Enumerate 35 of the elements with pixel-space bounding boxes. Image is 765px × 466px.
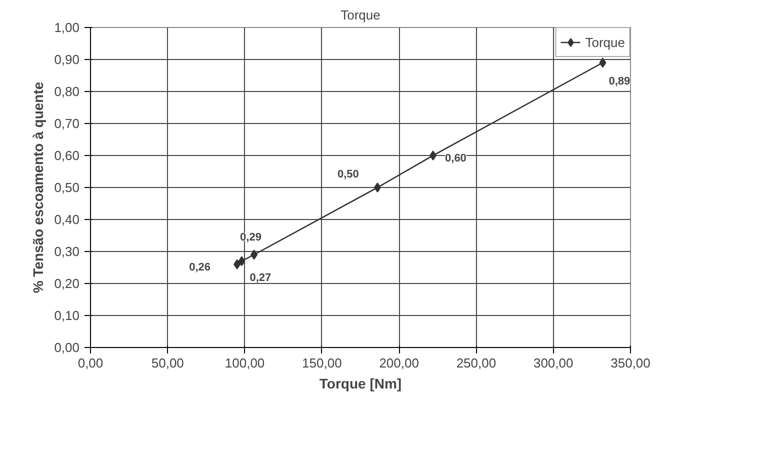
- point: [234, 259, 241, 270]
- y-tick-label: 0,60: [54, 148, 80, 163]
- y-axis-title: % Tensão escoamento à quente: [30, 82, 46, 294]
- y-tick-label: 0,40: [54, 212, 80, 227]
- x-tick-label: 150,00: [302, 356, 342, 370]
- legend-label: Torque: [585, 34, 625, 50]
- x-tick-label: 300,00: [533, 356, 574, 370]
- y-tick-label: 0,20: [54, 276, 80, 291]
- x-tick-label: 50,00: [151, 356, 184, 370]
- y-tick-label: 0,10: [54, 308, 80, 323]
- y-tick-label: 0,30: [54, 244, 80, 259]
- text: 0,60: [445, 152, 466, 164]
- point: [250, 250, 258, 260]
- text: 0,29: [240, 232, 262, 244]
- x-tick-label: 100,00: [224, 356, 265, 370]
- text: 0,89: [608, 76, 630, 88]
- y-tick-label: 1,00: [54, 20, 80, 35]
- x-tick-label: 0,00: [78, 356, 104, 370]
- text: 0,27: [250, 272, 272, 284]
- x-tick-label: 200,00: [379, 356, 419, 370]
- point: [238, 256, 246, 266]
- text: 0,50: [337, 168, 359, 180]
- point: [430, 150, 437, 160]
- y-tick-label: 0,70: [54, 116, 80, 131]
- y-tick-label: 0,00: [54, 340, 80, 355]
- point: [599, 58, 606, 68]
- y-tick-label: 0,90: [54, 52, 80, 67]
- point: [374, 182, 381, 192]
- y-tick-label: 0,50: [54, 180, 80, 195]
- y-tick-label: 0,80: [54, 84, 80, 99]
- x-tick-label: 250,00: [456, 356, 496, 370]
- text: 0,26: [189, 261, 210, 274]
- x-tick-label: 350,00: [610, 356, 650, 370]
- x-axis-title: Torque [Nm]: [319, 376, 402, 392]
- chart-title: Torque: [340, 8, 380, 22]
